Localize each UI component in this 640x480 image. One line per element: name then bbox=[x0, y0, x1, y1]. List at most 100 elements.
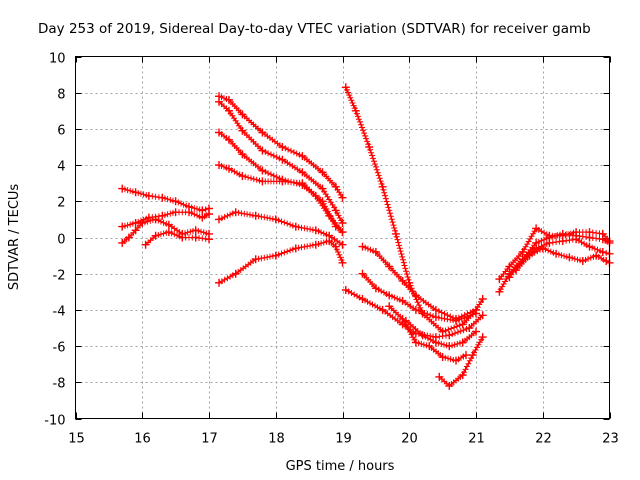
series-arc-17 bbox=[435, 333, 487, 390]
data-point bbox=[258, 146, 267, 155]
data-point bbox=[465, 324, 474, 332]
data-point bbox=[191, 226, 200, 235]
data-point bbox=[331, 182, 340, 191]
data-point bbox=[371, 248, 380, 256]
y-tick-label: 6 bbox=[57, 124, 65, 139]
data-point bbox=[238, 150, 247, 159]
data-point bbox=[198, 206, 207, 215]
data-point bbox=[341, 286, 350, 294]
y-tick-label: -8 bbox=[53, 377, 66, 392]
data-point bbox=[118, 184, 127, 193]
data-point bbox=[458, 371, 467, 380]
data-point bbox=[291, 244, 300, 253]
data-point bbox=[178, 233, 187, 242]
data-point bbox=[225, 135, 233, 144]
data-point bbox=[358, 295, 367, 303]
data-point bbox=[565, 253, 574, 262]
data-point bbox=[278, 177, 287, 186]
y-tick-label: 10 bbox=[49, 52, 66, 67]
data-series bbox=[118, 83, 614, 390]
data-point bbox=[311, 240, 320, 249]
data-point bbox=[445, 342, 454, 351]
x-tick-label: 23 bbox=[602, 432, 619, 447]
x-tick-label: 18 bbox=[268, 432, 285, 447]
data-point bbox=[425, 342, 434, 351]
data-point bbox=[318, 168, 327, 177]
data-point bbox=[585, 233, 594, 242]
y-tick-label: 0 bbox=[57, 233, 65, 248]
grid bbox=[75, 56, 610, 419]
series-arc-8 bbox=[215, 161, 347, 237]
data-point bbox=[358, 269, 367, 278]
data-point bbox=[171, 197, 180, 206]
series-trace bbox=[345, 87, 477, 333]
data-point bbox=[238, 126, 247, 135]
data-point bbox=[338, 258, 347, 267]
series-arc-6 bbox=[215, 97, 347, 227]
data-point bbox=[158, 193, 167, 202]
data-point bbox=[532, 224, 541, 233]
data-point bbox=[215, 278, 223, 287]
data-point bbox=[131, 188, 140, 197]
x-tick-label: 21 bbox=[468, 432, 485, 447]
data-point bbox=[191, 233, 200, 242]
data-point bbox=[205, 210, 213, 218]
data-point bbox=[468, 351, 477, 360]
data-point bbox=[598, 235, 607, 244]
data-point bbox=[418, 331, 427, 340]
data-point bbox=[495, 275, 504, 284]
data-point bbox=[431, 305, 440, 314]
data-point bbox=[325, 237, 334, 246]
y-tick-label: -6 bbox=[53, 341, 66, 356]
data-point bbox=[518, 248, 527, 256]
data-point bbox=[458, 338, 467, 347]
data-point bbox=[291, 222, 300, 231]
data-point bbox=[472, 327, 480, 336]
data-point bbox=[398, 276, 407, 285]
data-point bbox=[271, 251, 280, 260]
series-markers bbox=[216, 238, 345, 286]
data-point bbox=[151, 231, 160, 240]
data-point bbox=[598, 248, 607, 256]
x-tick-label: 22 bbox=[535, 432, 552, 447]
data-point bbox=[164, 228, 173, 237]
data-point bbox=[411, 305, 420, 314]
data-point bbox=[231, 208, 240, 217]
data-point bbox=[358, 242, 367, 251]
data-point bbox=[225, 106, 233, 115]
data-point bbox=[318, 184, 327, 193]
series-arc-13 bbox=[358, 269, 480, 325]
data-point bbox=[258, 128, 267, 137]
data-point bbox=[164, 220, 173, 229]
series-trace bbox=[218, 240, 343, 284]
data-point bbox=[505, 273, 514, 282]
data-point bbox=[558, 229, 567, 238]
y-tick-label: -10 bbox=[44, 414, 65, 429]
data-point bbox=[311, 191, 320, 200]
data-point bbox=[445, 381, 454, 390]
data-point bbox=[215, 97, 223, 106]
data-point bbox=[238, 172, 247, 180]
data-point bbox=[385, 302, 394, 311]
data-point bbox=[552, 249, 561, 258]
data-point bbox=[131, 219, 140, 227]
data-point bbox=[398, 314, 407, 323]
data-point bbox=[545, 238, 554, 247]
data-point bbox=[572, 235, 581, 244]
data-point bbox=[458, 320, 467, 329]
y-tick-label: -2 bbox=[53, 269, 66, 284]
data-point bbox=[478, 311, 487, 320]
data-point bbox=[438, 353, 447, 361]
series-arc-5 bbox=[215, 92, 347, 202]
series-arc-21 bbox=[512, 244, 614, 275]
x-tick-label: 15 bbox=[68, 432, 85, 447]
data-point bbox=[325, 211, 334, 220]
data-point bbox=[225, 164, 233, 173]
data-point bbox=[331, 206, 340, 215]
data-point bbox=[365, 143, 374, 151]
data-point bbox=[225, 95, 233, 104]
data-point bbox=[378, 182, 387, 191]
data-point bbox=[158, 211, 167, 220]
data-point bbox=[278, 143, 287, 151]
